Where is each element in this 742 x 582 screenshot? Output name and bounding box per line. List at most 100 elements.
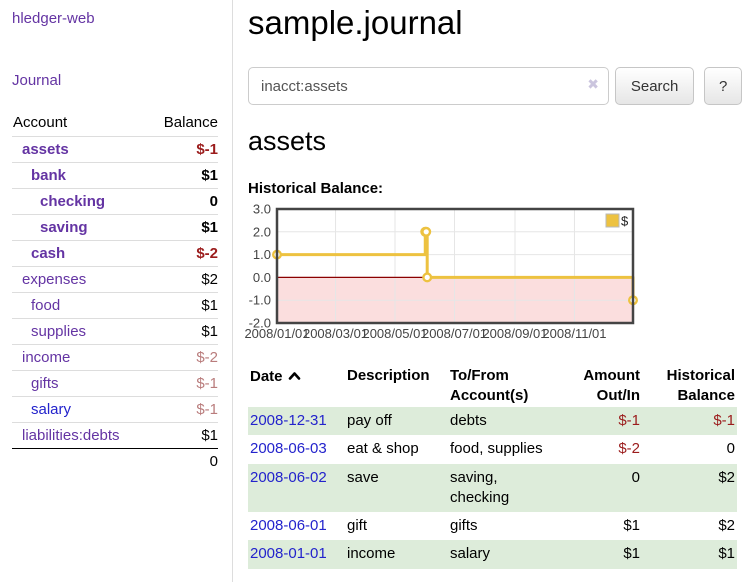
transaction-accounts: gifts [450, 517, 478, 534]
clear-search-icon[interactable]: ✖ [587, 76, 599, 92]
transaction-description: save [347, 468, 379, 486]
transaction-amount: $-1 [618, 412, 640, 429]
account-balance: $-2 [115, 344, 218, 371]
sidebar: hledger-web Journal Account Balance asse… [0, 0, 233, 582]
app-brand-link[interactable]: hledger-web [12, 10, 95, 27]
search-input[interactable] [248, 67, 609, 105]
account-balance: $1 [115, 318, 218, 345]
accounts-col-balance: Balance [163, 114, 218, 131]
register-row: 2008-06-02 save saving, checking 0 $2 [248, 463, 737, 512]
transaction-description: eat & shop [347, 440, 419, 458]
account-balance: $-1 [115, 370, 218, 397]
svg-text:-1.0: -1.0 [249, 293, 271, 308]
svg-text:$: $ [621, 214, 629, 229]
register-col-tofrom-line2: Account(s) [450, 386, 529, 404]
register-col-date[interactable]: Date [248, 364, 345, 407]
register-col-amount-line2: Out/In [596, 386, 640, 404]
transaction-date-cell: 2008-06-01 [248, 512, 345, 540]
register-row: 2008-12-31 pay off debts $-1 $-1 [248, 407, 737, 436]
account-link[interactable]: saving [40, 219, 88, 236]
account-balance: $-1 [115, 396, 218, 423]
transaction-date-link[interactable]: 2008-01-01 [250, 545, 327, 563]
transaction-date-link[interactable]: 2008-06-01 [250, 517, 327, 534]
transaction-amount: 0 [631, 468, 640, 486]
register-col-tofrom: To/From Account(s) [448, 364, 562, 407]
transaction-date-cell: 2008-01-01 [248, 540, 345, 568]
register-col-balance: Historical Balance [642, 364, 737, 407]
svg-text:3.0: 3.0 [253, 204, 271, 217]
sidebar-item-journal[interactable]: Journal [12, 72, 62, 89]
transaction-date-cell: 2008-12-31 [248, 407, 345, 435]
account-link[interactable]: checking [40, 193, 106, 210]
account-link[interactable]: food [31, 297, 61, 314]
main-content: sample.journal ✖ Search ? assets Histori… [233, 0, 742, 569]
chart-section-label: Historical Balance: [248, 180, 384, 197]
transaction-date-link[interactable]: 2008-06-02 [250, 468, 327, 486]
account-balance: $1 [115, 292, 218, 319]
transaction-balance: $1 [718, 545, 735, 563]
transaction-accounts: saving, checking [450, 468, 510, 506]
transaction-balance: $-1 [713, 412, 735, 429]
account-balance: 0 [115, 188, 218, 215]
search-form: ✖ Search ? [248, 67, 742, 105]
transaction-accounts: debts [450, 412, 487, 429]
account-link[interactable]: assets [22, 141, 69, 158]
transaction-date-link[interactable]: 2008-12-31 [250, 412, 327, 429]
svg-text:2008/09/01: 2008/09/01 [482, 326, 547, 341]
account-link[interactable]: expenses [22, 271, 87, 288]
transaction-date-link[interactable]: 2008-06-03 [250, 440, 327, 458]
account-link[interactable]: cash [31, 245, 66, 262]
account-heading: assets [248, 126, 327, 156]
account-balance: $1 [115, 422, 218, 449]
accounts-table-header: Account Balance [12, 110, 218, 137]
historical-balance-chart: $3.0 2.0 1.0 0.0 -1.0 -2.0 2008/01/01 2008/03/0… [237, 202, 641, 344]
accounts-total-value: 0 [115, 448, 218, 474]
account-row: expenses $2 [12, 266, 218, 293]
register-col-balance-line1: Historical [666, 367, 735, 384]
account-link[interactable]: bank [31, 167, 67, 184]
account-row: gifts $-1 [12, 370, 218, 397]
transaction-description: gift [347, 517, 368, 534]
sort-ascending-icon [288, 366, 301, 386]
register-col-tofrom-line1: To/From [450, 367, 509, 384]
account-balance: $-2 [115, 240, 218, 267]
transaction-accounts: food, supplies [450, 440, 543, 458]
svg-text:0.0: 0.0 [253, 270, 271, 285]
transaction-accounts: salary [450, 545, 491, 563]
transaction-balance: 0 [726, 440, 735, 458]
account-row: salary $-1 [12, 396, 218, 423]
account-balance: $1 [115, 214, 218, 241]
account-row: income $-2 [12, 344, 218, 371]
help-button[interactable]: ? [704, 67, 742, 105]
chart-canvas: $3.0 2.0 1.0 0.0 -1.0 -2.02008/01/012008/03/0… [244, 202, 639, 341]
register-col-amount: Amount Out/In [562, 364, 642, 407]
transaction-balance: $2 [718, 517, 735, 534]
account-link[interactable]: supplies [31, 323, 87, 340]
account-balance: $1 [115, 162, 218, 189]
transaction-amount: $-2 [618, 440, 640, 458]
svg-text:2008/01/01: 2008/01/01 [244, 326, 309, 341]
transaction-description: income [347, 545, 396, 563]
svg-text:2.0: 2.0 [253, 224, 271, 239]
svg-text:2008/07/01: 2008/07/01 [422, 326, 487, 341]
transaction-date-cell: 2008-06-03 [248, 435, 345, 463]
account-link[interactable]: liabilities:debts [22, 427, 120, 444]
svg-text:2008/05/01: 2008/05/01 [362, 326, 427, 341]
register-col-balance-line2: Balance [677, 386, 735, 404]
svg-text:-2.0: -2.0 [249, 316, 271, 331]
account-row: bank $1 [12, 162, 218, 189]
account-link[interactable]: gifts [31, 375, 59, 392]
account-link[interactable]: income [22, 349, 71, 366]
search-button[interactable]: Search [614, 67, 695, 105]
account-row: food $1 [12, 292, 218, 319]
accounts-total-row: 0 [12, 448, 218, 474]
account-row: saving $1 [12, 214, 218, 241]
account-link[interactable]: salary [31, 401, 72, 418]
account-row: supplies $1 [12, 318, 218, 345]
account-row: cash $-2 [12, 240, 218, 267]
svg-text:2008/11/01: 2008/11/01 [542, 326, 606, 341]
svg-text:2008/03/01: 2008/03/01 [303, 326, 368, 341]
register-col-date-label: Date [250, 368, 283, 385]
accounts-table: Account Balance assets $-1 bank $1 checking 0… [12, 110, 218, 474]
register-table: Date Description To/From Account(s) Amou… [248, 364, 737, 569]
